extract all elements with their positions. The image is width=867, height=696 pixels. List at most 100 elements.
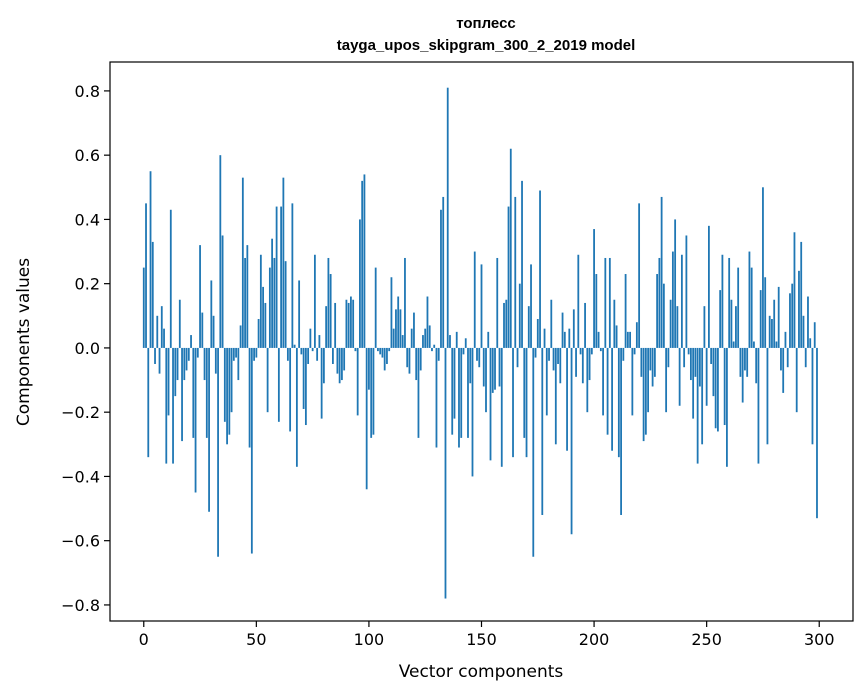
bar (217, 347, 219, 557)
bar (685, 235, 688, 348)
bar (766, 347, 769, 445)
bar (383, 347, 386, 371)
bar (286, 347, 289, 361)
bar (575, 347, 577, 377)
bar (433, 344, 436, 348)
bar (577, 254, 580, 348)
bar (667, 347, 670, 368)
bar (214, 347, 217, 374)
bar (503, 302, 505, 348)
bar (563, 331, 566, 348)
bar (746, 347, 749, 377)
y-tick-label: 0.0 (75, 339, 100, 358)
bar (773, 299, 776, 348)
bar (185, 347, 188, 371)
bar (768, 315, 771, 348)
bar (142, 267, 145, 348)
bar (527, 306, 530, 348)
bar (708, 225, 710, 348)
bar (617, 347, 620, 458)
bar (728, 257, 731, 348)
bar (201, 312, 204, 348)
bar (183, 347, 186, 381)
x-axis-ticks: 0 50 100 150 200 250 300 (139, 621, 835, 649)
bar (167, 347, 170, 416)
bar (615, 325, 618, 348)
bar (635, 322, 638, 348)
bar (266, 347, 269, 413)
bar (289, 347, 292, 432)
bar (244, 257, 246, 348)
bar (464, 338, 467, 348)
bar (246, 245, 249, 348)
bar (469, 347, 472, 384)
x-tick-label: 100 (354, 630, 385, 649)
bar (689, 347, 692, 381)
bar (750, 267, 753, 348)
bar (518, 283, 521, 348)
y-tick-label: 0.6 (75, 146, 100, 165)
bar (714, 347, 717, 429)
bar (584, 302, 586, 348)
bar (516, 347, 519, 368)
bar (431, 347, 433, 352)
x-axis-label: Vector components (399, 662, 564, 682)
bar (426, 296, 429, 348)
bar (764, 277, 767, 348)
bar (350, 296, 352, 348)
bar (581, 347, 584, 384)
bar (415, 347, 418, 381)
bar (640, 347, 643, 377)
bar (791, 283, 794, 348)
bar (203, 347, 206, 381)
bar (232, 347, 235, 361)
bar (313, 254, 316, 348)
bar (530, 264, 532, 348)
bar (793, 232, 796, 348)
bar (329, 274, 332, 348)
bar (381, 347, 384, 358)
bar (759, 290, 762, 348)
bar (525, 347, 528, 458)
bar (631, 347, 634, 416)
bar (149, 171, 152, 348)
bar (498, 347, 501, 387)
bar (248, 347, 251, 448)
bar (388, 347, 391, 352)
bar (771, 319, 773, 348)
bar (674, 219, 677, 348)
bar (453, 347, 456, 419)
bar (739, 347, 742, 377)
bar (467, 347, 469, 438)
bar (192, 347, 195, 438)
bar (780, 347, 782, 371)
bar (813, 322, 816, 348)
bar (719, 290, 722, 348)
bar (145, 203, 147, 348)
bar (345, 299, 348, 348)
bar (451, 347, 454, 435)
bar (613, 299, 616, 348)
bar (226, 347, 228, 445)
bar (295, 347, 298, 467)
bar (268, 267, 271, 348)
bar (521, 180, 523, 348)
bar (221, 235, 224, 348)
bar (539, 190, 541, 348)
bar (307, 347, 310, 364)
bar (557, 347, 559, 364)
bar (194, 347, 197, 493)
bar (253, 347, 255, 361)
bar (726, 347, 728, 467)
bar (282, 177, 285, 348)
bar (424, 328, 427, 348)
bar (723, 347, 726, 426)
bar (401, 335, 404, 348)
bar (597, 331, 600, 348)
chart-title: топлесс (456, 15, 516, 32)
bar (536, 319, 539, 348)
bar (590, 347, 593, 355)
bar (721, 254, 724, 348)
